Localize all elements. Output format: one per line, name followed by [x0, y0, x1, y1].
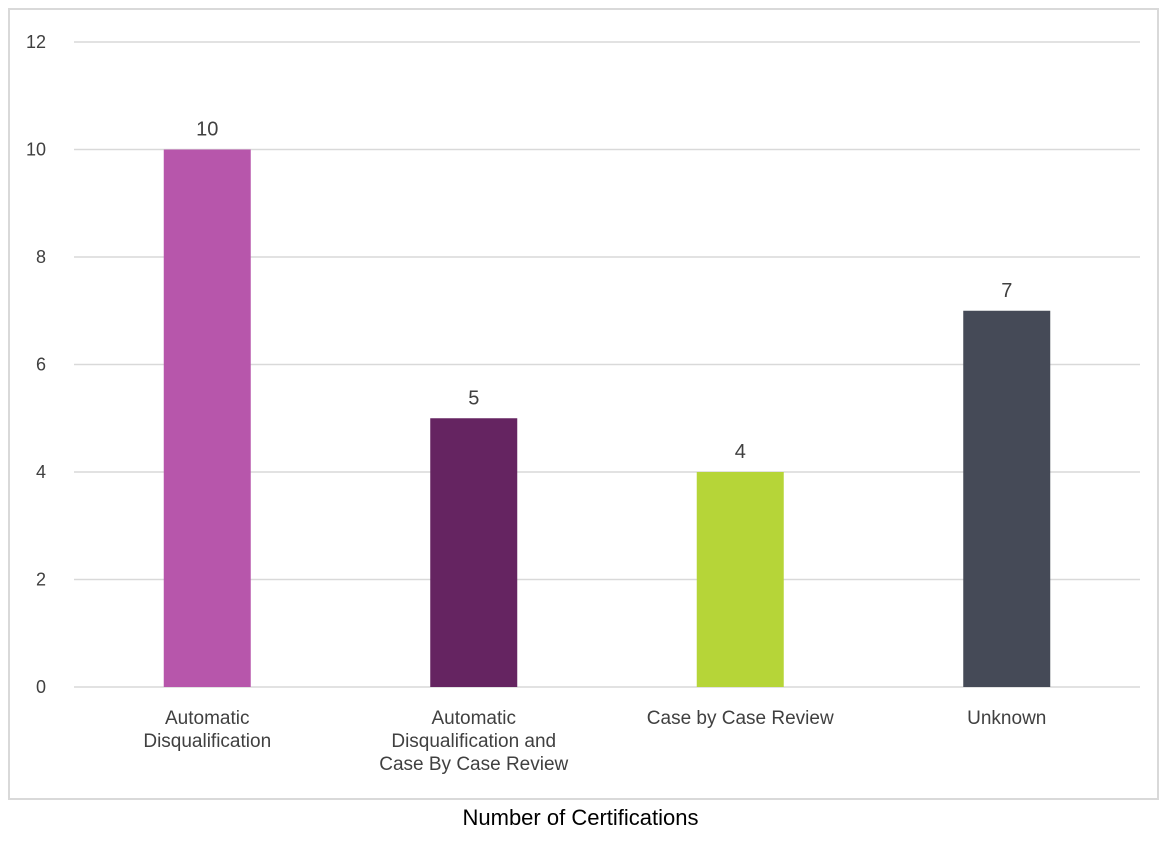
bar [963, 310, 1051, 687]
bar [430, 418, 518, 687]
x-tick-label: Automatic Disqualification [143, 708, 271, 752]
bar-chart: 0 2 4 6 8 10 12 10 5 4 7 Automatic Disqualificatio… [26, 32, 1140, 775]
y-tick-label: 0 [36, 677, 46, 697]
x-axis-ticks: Automatic Disqualification Automatic Disqua… [143, 708, 1046, 775]
chart-frame: 0 2 4 6 8 10 12 10 5 4 7 Automatic Disqualificatio… [8, 8, 1159, 800]
gridlines [74, 41, 1140, 688]
x-tick-label: Case by Case Review [647, 708, 834, 729]
bar [163, 149, 251, 687]
y-tick-label: 4 [36, 462, 46, 482]
bar [696, 472, 784, 687]
y-axis-ticks: 0 2 4 6 8 10 12 [26, 32, 46, 697]
data-labels: 10 5 4 7 [196, 119, 1012, 464]
bars [163, 149, 1051, 687]
data-label: 4 [735, 441, 746, 463]
y-tick-label: 2 [36, 570, 46, 590]
y-tick-label: 6 [36, 355, 46, 375]
chart-caption: Number of Certifications [462, 805, 699, 830]
x-tick-label: Unknown [967, 708, 1046, 729]
data-label: 10 [196, 119, 218, 141]
y-tick-label: 8 [36, 247, 46, 267]
data-label: 5 [468, 387, 479, 409]
data-label: 7 [1001, 280, 1012, 302]
y-tick-label: 12 [26, 32, 46, 52]
y-tick-label: 10 [26, 140, 46, 160]
x-tick-label: Automatic Disqualification and Case By Cas… [379, 708, 568, 775]
